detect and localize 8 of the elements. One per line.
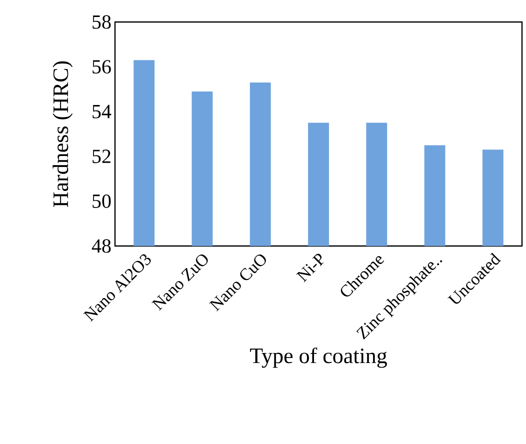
- y-tick-label: 50: [92, 194, 111, 208]
- y-axis-title: Hardness (HRC): [52, 61, 73, 207]
- y-tick-label: 56: [92, 60, 111, 74]
- x-axis-title: Type of coating: [250, 348, 387, 368]
- y-tick-label: 58: [92, 15, 111, 29]
- y-tick-label: 54: [92, 104, 112, 118]
- y-tick-label: 52: [92, 150, 110, 164]
- y-tick-label: 48: [92, 239, 111, 253]
